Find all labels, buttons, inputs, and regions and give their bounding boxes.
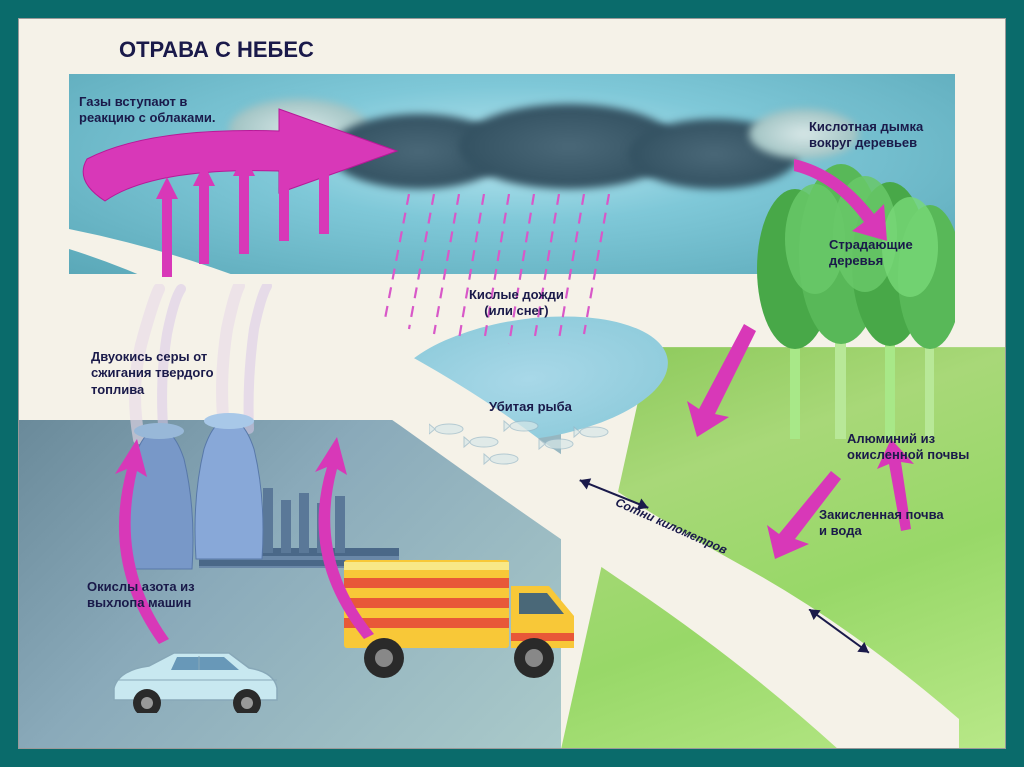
diagram-title: ОТРАВА С НЕБЕС bbox=[119, 37, 314, 63]
label-acid-mist: Кислотная дымка вокруг деревьев bbox=[809, 119, 923, 152]
label-acidified: Закисленная почва и вода bbox=[819, 507, 944, 540]
label-nitrogen-oxides: Окислы азота из выхлопа машин bbox=[87, 579, 195, 612]
label-sulfur-dioxide: Двуокись серы от сжигания твердого топли… bbox=[91, 349, 214, 398]
acid-rain-diagram: ОТРАВА С НЕБЕС bbox=[18, 18, 1006, 749]
distance-marker-2 bbox=[794, 609, 884, 654]
label-dead-fish: Убитая рыба bbox=[489, 399, 572, 415]
label-acid-rain: Кислые дожди (или снег) bbox=[469, 287, 564, 320]
label-suffering-trees: Страдающие деревья bbox=[829, 237, 913, 270]
label-aluminium: Алюминий из окисленной почвы bbox=[847, 431, 969, 464]
label-gases-clouds: Газы вступают в реакцию с облаками. bbox=[79, 94, 216, 127]
